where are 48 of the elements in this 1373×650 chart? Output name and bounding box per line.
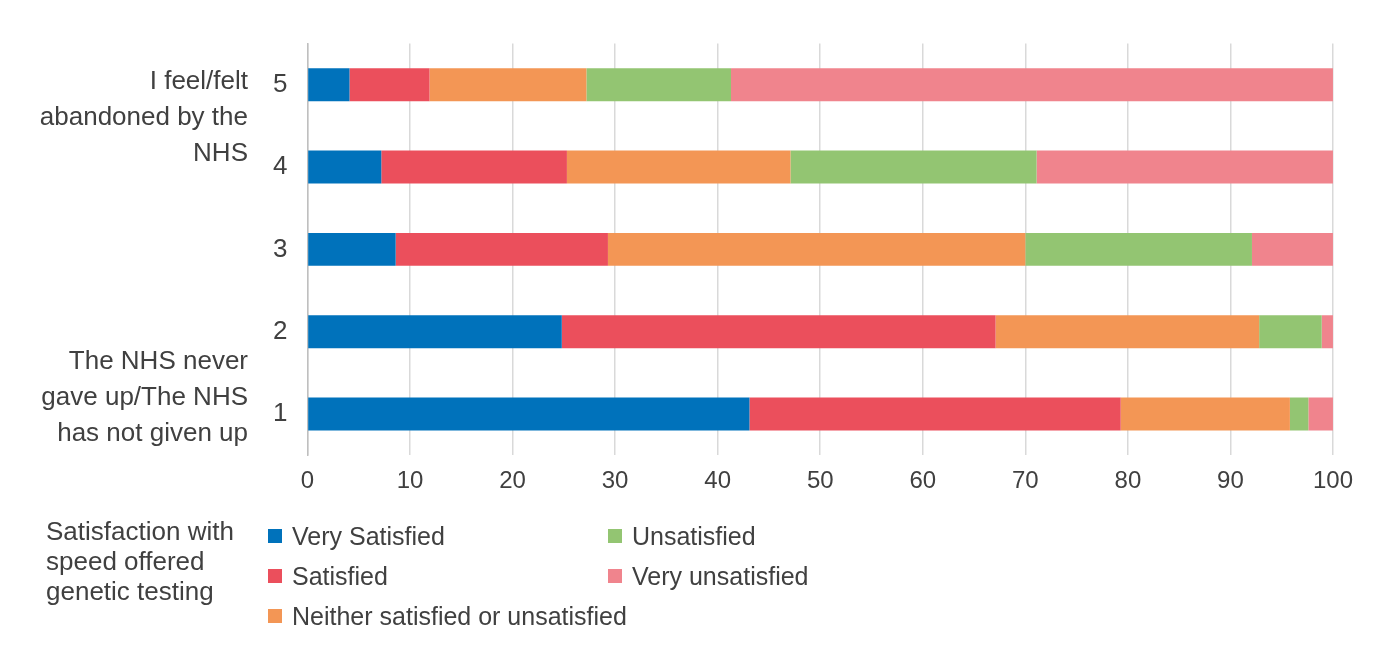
bar [1036,150,1333,184]
legend-label: Unsatisfied [632,521,756,551]
x-tick-label: 60 [909,466,937,494]
bar [308,232,396,266]
legend-title: Satisfaction with speed offered genetic testing [45,516,235,606]
y-tick-label: 3 [272,232,288,263]
y-tick-label: 4 [272,150,288,181]
bar [1308,397,1333,431]
bar [349,68,430,102]
x-tick-label: 100 [1312,466,1353,494]
text: The NHS never gave up/The NHS has not given up [41,344,249,447]
bar [429,68,587,102]
legend-label: Neither satisfied or unsatisfied [292,601,627,631]
bar [308,397,750,431]
bar [561,315,996,349]
bar [1025,232,1252,266]
bar [1259,315,1322,349]
bar [607,232,1026,266]
legend-label: Very Satisfied [292,521,445,551]
x-tick-label: 80 [1114,466,1142,494]
bar [566,150,791,184]
x-tick-label: 70 [1011,466,1039,494]
bar [995,315,1260,349]
x-tick-label: 90 [1217,466,1244,494]
y-tick-label: 2 [272,314,288,345]
bar [1251,232,1333,266]
bar [1120,397,1290,431]
legend-label: Very unsatisfied [632,561,809,591]
bar [381,150,567,184]
bar [790,150,1037,184]
x-tick-label: 30 [601,466,629,494]
legend-label: Satisfied [292,561,388,591]
y-tick-label: 1 [272,397,288,428]
bar [308,68,350,102]
bar [308,315,562,349]
bar [731,68,1333,102]
x-tick-label: 50 [806,466,834,494]
bar [395,232,608,266]
x-tick-label: 0 [300,466,315,494]
x-tick-label: 40 [704,466,732,494]
text: I feel/felt abandoned by the NHS [39,64,249,167]
bar [308,150,382,184]
x-tick-label: 20 [499,466,526,494]
x-tick-label: 10 [396,466,424,494]
bar [749,397,1121,431]
bar [1289,397,1309,431]
y-tick-label: 5 [272,67,288,98]
bar [586,68,731,102]
